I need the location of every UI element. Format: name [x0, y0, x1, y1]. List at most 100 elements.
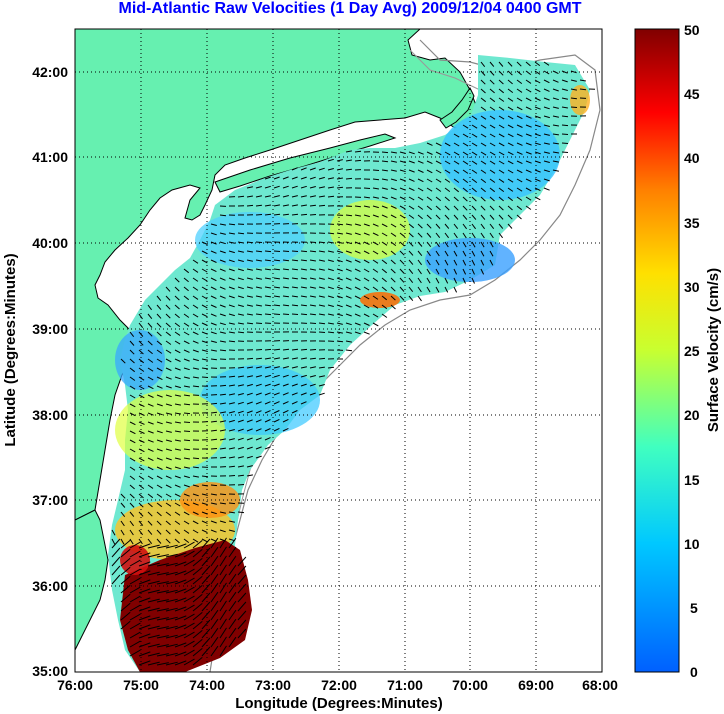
velocity-arrow — [237, 241, 244, 244]
velocity-arrow — [309, 214, 317, 216]
velocity-arrow — [201, 628, 211, 639]
velocity-arrow — [210, 511, 217, 515]
velocity-arrow — [183, 421, 191, 423]
velocity-arrow — [129, 484, 135, 490]
x-tick-label: 68:00 — [582, 677, 618, 693]
velocity-arrow — [183, 559, 195, 567]
velocity-arrow — [273, 204, 280, 207]
velocity-arrow — [192, 295, 199, 300]
velocity-arrow — [120, 502, 126, 508]
velocity-arrow — [147, 385, 154, 390]
velocity-arrow — [156, 403, 163, 407]
velocity-arrow — [489, 169, 496, 174]
velocity-arrow — [471, 142, 478, 147]
x-tick-label: 70:00 — [452, 677, 488, 693]
velocity-arrow — [453, 241, 458, 248]
velocity-arrow — [219, 331, 226, 334]
velocity-arrow — [219, 402, 226, 405]
velocity-arrow — [246, 195, 253, 198]
velocity-arrow — [147, 430, 154, 434]
velocity-arrow — [237, 446, 244, 450]
velocity-arrow — [201, 556, 211, 567]
velocity-arrow — [246, 383, 253, 387]
velocity-arrow — [228, 259, 235, 263]
velocity-arrow — [291, 259, 299, 262]
velocity-arrow — [210, 420, 217, 423]
velocity-arrow — [255, 250, 263, 253]
velocity-arrow — [489, 250, 494, 257]
velocity-arrow — [183, 529, 190, 534]
velocity-arrow — [165, 304, 171, 310]
velocity-arrow — [525, 88, 532, 93]
velocity-arrow — [192, 358, 199, 362]
velocity-arrow — [174, 502, 181, 507]
velocity-arrow — [480, 259, 485, 266]
velocity-arrow — [237, 511, 245, 514]
velocity-arrow — [489, 115, 496, 120]
velocity-arrow — [165, 367, 172, 371]
velocity-arrow — [282, 357, 289, 360]
velocity-arrow — [372, 268, 379, 273]
velocity-arrow — [309, 295, 316, 298]
velocity-arrow — [228, 465, 235, 468]
velocity-arrow — [534, 187, 541, 192]
velocity-arrow — [246, 277, 253, 280]
velocity-arrow — [165, 571, 178, 576]
velocity-arrow — [156, 590, 169, 594]
velocity-arrow — [138, 570, 151, 576]
velocity-arrow — [174, 511, 181, 516]
velocity-arrow — [228, 268, 235, 272]
velocity-arrow — [147, 520, 153, 526]
y-tick-label: 37:00 — [32, 492, 68, 508]
velocity-arrow — [408, 205, 415, 210]
velocity-arrow — [237, 375, 244, 378]
velocity-arrow — [507, 133, 514, 138]
velocity-arrow — [210, 493, 217, 496]
velocity-arrow — [210, 295, 217, 300]
velocity-arrow — [228, 250, 235, 254]
velocity-arrow — [147, 376, 154, 381]
velocity-arrow — [534, 97, 541, 101]
velocity-arrow — [156, 439, 163, 443]
velocity-arrow — [399, 295, 405, 301]
velocity-arrow — [228, 223, 236, 226]
velocity-arrow — [237, 410, 244, 414]
velocity-arrow — [228, 582, 237, 594]
velocity-arrow — [192, 313, 199, 318]
velocity-arrow — [228, 591, 237, 603]
velocity-arrow — [210, 609, 219, 621]
velocity-arrow — [579, 88, 587, 91]
velocity-arrow — [120, 520, 125, 527]
velocity-arrow — [381, 286, 387, 292]
velocity-arrow — [435, 187, 442, 192]
velocity-arrow — [426, 142, 433, 146]
velocity-arrow — [219, 645, 227, 657]
velocity-arrow — [435, 178, 442, 183]
velocity-arrow — [399, 205, 406, 210]
velocity-arrow — [237, 465, 244, 468]
velocity-arrow — [381, 313, 388, 318]
x-axis-ticks: 76:00 75:00 74:00 73:00 72:00 71:00 70:0… — [57, 677, 618, 693]
velocity-arrow — [381, 304, 388, 310]
velocity-arrow — [237, 195, 245, 198]
velocity-arrow — [273, 410, 280, 414]
velocity-arrow — [363, 286, 370, 291]
velocity-arrow — [156, 572, 169, 576]
velocity-arrow — [165, 529, 171, 535]
velocity-arrow — [156, 529, 162, 535]
velocity-arrow — [138, 448, 145, 453]
velocity-arrow — [381, 214, 388, 218]
x-tick-label: 73:00 — [255, 677, 291, 693]
velocity-arrow — [444, 178, 451, 183]
velocity-arrow — [174, 349, 181, 354]
velocity-arrow — [237, 232, 245, 235]
velocity-arrow — [264, 277, 271, 280]
velocity-arrow — [273, 383, 280, 387]
velocity-arrow — [138, 313, 143, 320]
velocity-arrow — [210, 268, 217, 273]
velocity-arrow — [507, 88, 514, 93]
velocity-arrow — [156, 430, 163, 434]
x-tick-label: 69:00 — [518, 677, 554, 693]
velocity-arrow — [156, 662, 169, 666]
